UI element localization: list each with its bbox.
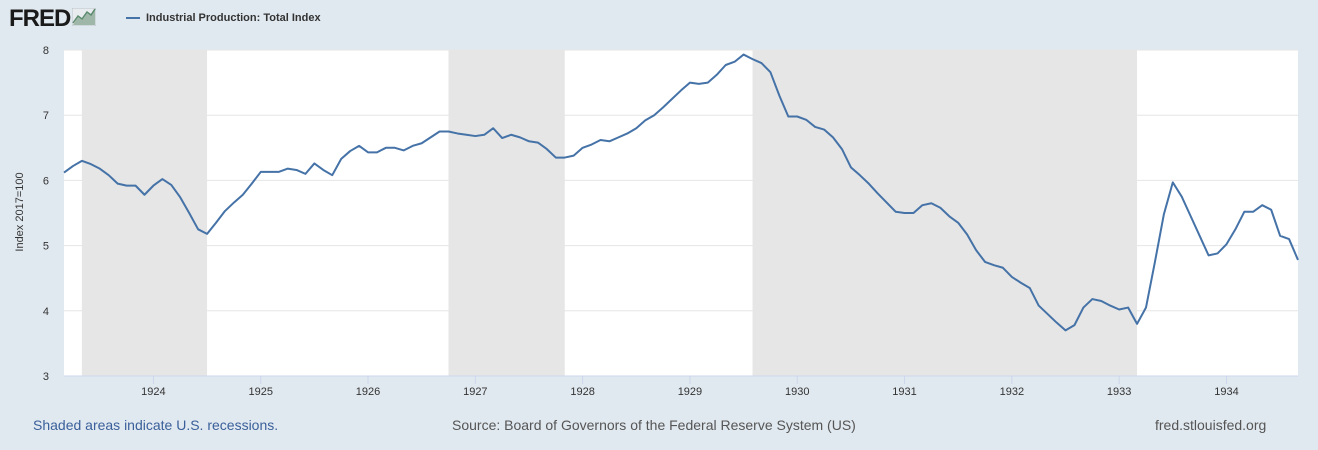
- x-tick-label: 1930: [785, 386, 809, 398]
- legend: Industrial Production: Total Index: [126, 12, 321, 24]
- y-tick-label: 8: [43, 45, 49, 57]
- series-line: [63, 53, 1299, 332]
- x-tick-label: 1926: [356, 386, 380, 398]
- y-tick-label: 4: [43, 306, 49, 318]
- y-tick-label: 3: [43, 371, 49, 383]
- x-tick-label: 1933: [1107, 386, 1131, 398]
- y-axis-label: Index 2017=100: [14, 172, 26, 252]
- recession-band: [448, 50, 565, 376]
- fred-logo-text: FRED: [9, 5, 71, 32]
- x-tick-label: 1928: [570, 386, 594, 398]
- y-tick-label: 5: [43, 241, 49, 253]
- y-axis-ticks: 3 4 5 6 7 8: [43, 45, 49, 383]
- x-tick-label: 1929: [678, 386, 702, 398]
- x-tick-label: 1931: [892, 386, 916, 398]
- y-tick-label: 6: [43, 175, 49, 187]
- x-tick-label: 1934: [1214, 386, 1238, 398]
- source-note: Source: Board of Governors of the Federa…: [452, 417, 856, 433]
- y-tick-label: 7: [43, 110, 49, 122]
- x-tick-label: 1927: [463, 386, 487, 398]
- x-tick-label: 1925: [248, 386, 272, 398]
- recession-note-link[interactable]: Shaded areas indicate U.S. recessions.: [33, 417, 279, 433]
- x-tick-label: 1932: [1000, 386, 1024, 398]
- chart-header: FRED Industrial Production: Total Index: [0, 0, 1318, 40]
- site-link[interactable]: fred.stlouisfed.org: [1155, 417, 1267, 433]
- x-tick-label: 1924: [141, 386, 165, 398]
- legend-label: Industrial Production: Total Index: [146, 12, 321, 24]
- x-axis-ticks: 1924 1925 1926 1927 1928 1929 1930 1931 1932 1933…: [64, 375, 1298, 398]
- recession-band: [81, 50, 208, 376]
- legend-swatch: [126, 17, 140, 19]
- recession-bands: [81, 50, 1138, 376]
